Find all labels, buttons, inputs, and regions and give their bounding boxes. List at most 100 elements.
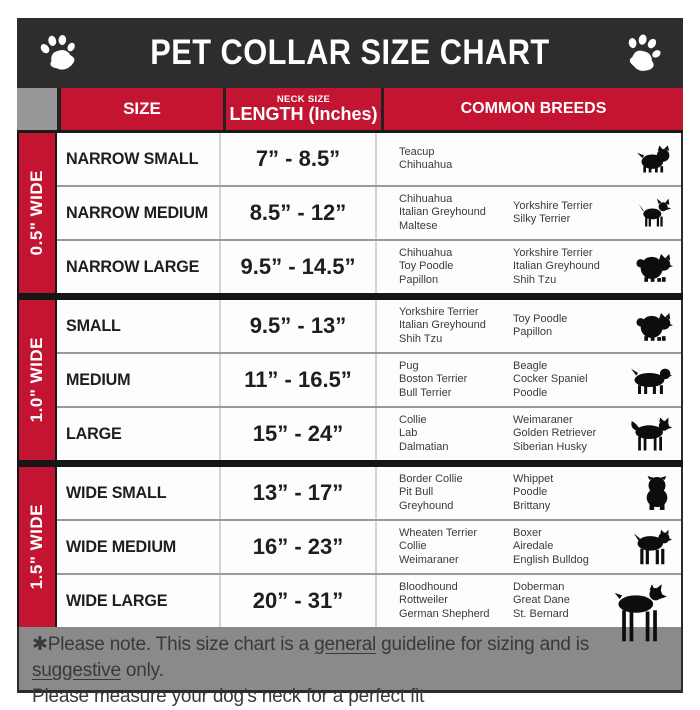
breed-name: Boston Terrier [399,373,468,386]
length-cell: 9.5” - 13” [221,300,377,352]
breed-name: Dalmatian [399,440,449,453]
breed-name: Airedale [513,540,554,553]
title-bar: PET COLLAR SIZE CHART [17,18,683,88]
breeds-cell: Bloodhound Rottweiler German Shepherd Dober… [377,575,681,642]
group-rows: WIDE SMALL 13” - 17” Border Collie Pit Bull… [57,467,683,642]
size-cell: WIDE MEDIUM [57,521,221,573]
size-label: MEDIUM [66,370,131,389]
breed-name: Silky Terrier [513,213,571,225]
length-cell: 9.5” - 14.5” [221,241,377,293]
breed-list-col1: Teacup Chihuahua [399,146,513,173]
size-cell: WIDE LARGE [57,575,221,627]
breed-name: Yorkshire Terrier [513,246,593,259]
breed-name: Doberman [513,580,565,593]
size-label: NARROW MEDIUM [66,203,208,222]
breeds-cell: Yorkshire Terrier Italian Greyhound Shih T… [377,300,681,352]
page-title: PET COLLAR SIZE CHART [150,33,550,72]
breed-name: Chihuahua [399,159,453,171]
size-cell: NARROW SMALL [57,133,221,185]
breed-name: Italian Greyhound [399,206,486,219]
breed-list-col1: Chihuahua Toy Poodle Papillon [399,247,513,288]
table-row: WIDE SMALL 13” - 17” Border Collie Pit Bull… [57,467,681,519]
breeds-cell: Pug Boston Terrier Bull Terrier Beagle Cocke… [377,354,681,406]
column-header-row: SIZE NECK SIZE LENGTH (Inches) COMMON BR… [17,88,683,133]
paw-icon [617,28,668,79]
size-label: WIDE LARGE [66,591,168,610]
group-width-label: 1.5" WIDE [27,504,46,590]
breed-name: Whippet [513,472,554,485]
breed-list-col2: Doberman Great Dane St. Bernard [513,581,681,622]
footer-note-line1: ✱Please note. This size chart is a gener… [32,632,668,684]
breed-name: Collie [399,540,427,553]
table-row: MEDIUM 11” - 16.5” Pug Boston Terrier Bull T… [57,352,681,406]
size-cell: NARROW MEDIUM [57,187,221,239]
table-body: 0.5" WIDE NARROW SMALL 7” - 8.5” Teacup Chih… [17,133,683,642]
breed-name: Teacup [399,145,435,158]
bulldog-front-icon [641,476,673,510]
header-size: SIZE [61,88,223,130]
footer-text: guideline for sizing and is [376,634,590,655]
size-label: NARROW SMALL [66,149,199,168]
terrier-icon [637,145,673,173]
header-length-label: LENGTH (Inches) [229,104,378,125]
breed-name: Maltese [399,219,438,232]
footer-underlined-word: suggestive [32,660,121,681]
breed-name: St. Bernard [513,607,569,620]
breed-name: Greyhound [399,499,454,512]
breed-name: Papillon [513,326,553,338]
breed-name: Chihuahua [399,192,453,205]
footer-underlined-word: general [314,634,377,655]
breed-name: Poodle [513,486,548,499]
width-group: 1.0" WIDE SMALL 9.5” - 13” Yorkshire Terrie… [17,300,683,460]
table-row: LARGE 15” - 24” Collie Lab Dalmatian Weimaran… [57,406,681,460]
breed-name: Cocker Spaniel [513,373,588,386]
group-separator [17,293,683,300]
breed-list-col2: Yorkshire Terrier Silky Terrier [513,200,681,227]
breed-name: Weimaraner [399,553,459,566]
breed-name: Toy Poodle [399,260,454,273]
breed-name: English Bulldog [513,553,589,566]
group-width-strip: 0.5" WIDE [17,133,57,293]
breed-name: Shih Tzu [399,332,443,345]
length-cell: 13” - 17” [221,467,377,519]
footer-note: ✱Please note. This size chart is a gener… [17,627,683,707]
breed-list-col1: Bloodhound Rottweiler German Shepherd [399,581,513,622]
breed-name: Chihuahua [399,246,453,259]
breed-list-col1: Pug Boston Terrier Bull Terrier [399,360,513,401]
footer-text: ✱Please note. This size chart is a [32,634,315,655]
breed-list-col2: Toy Poodle Papillon [513,313,681,340]
size-cell: LARGE [57,408,221,460]
header-neck-size-label: NECK SIZE [276,93,331,105]
size-label: SMALL [66,316,121,335]
length-cell: 15” - 24” [221,408,377,460]
breed-name: Brittany [513,499,551,512]
breed-name: Bull Terrier [399,386,452,399]
table-row: NARROW LARGE 9.5” - 14.5” Chihuahua Toy Poo… [57,239,681,293]
breeds-cell: Border Collie Pit Bull Greyhound Whippet Poo… [377,467,681,519]
length-cell: 8.5” - 12” [221,187,377,239]
breeds-cell: Teacup Chihuahua [377,133,681,185]
breed-name: Poodle [513,386,548,399]
breed-name: Bloodhound [399,580,458,593]
breed-name: Weimaraner [513,413,573,426]
group-width-strip: 1.5" WIDE [17,467,57,627]
breed-name: Lab [399,427,418,440]
breed-name: Great Dane [513,594,570,607]
corner-cell [17,88,57,130]
breed-name: Pit Bull [399,486,434,499]
group-width-strip: 1.0" WIDE [17,300,57,460]
breed-list-col1: Yorkshire Terrier Italian Greyhound Shih T… [399,306,513,347]
breeds-cell: Collie Lab Dalmatian Weimaraner Golden Retri… [377,408,681,460]
group-separator [17,460,683,467]
size-cell: WIDE SMALL [57,467,221,519]
width-group: 1.5" WIDE WIDE SMALL 13” - 17” Border Colli… [17,467,683,642]
size-cell: MEDIUM [57,354,221,406]
breed-list-col2: Weimaraner Golden Retriever Siberian Husky [513,414,681,455]
breed-name: Papillon [399,273,439,286]
group-width-label: 0.5" WIDE [27,170,46,256]
breed-name: Toy Poodle [513,312,568,325]
breeds-cell: Chihuahua Toy Poodle Papillon Yorkshire Ter… [377,241,681,293]
breed-name: German Shepherd [399,607,490,620]
header-neck-length: NECK SIZE LENGTH (Inches) [226,88,381,130]
breed-name: Golden Retriever [513,427,597,440]
